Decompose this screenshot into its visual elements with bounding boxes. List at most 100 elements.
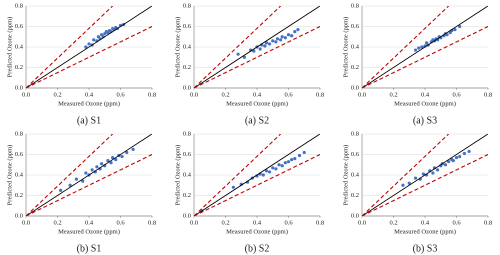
point	[68, 183, 72, 187]
point	[274, 167, 278, 171]
y-axis-title: Predicted Ozone (ppm)	[6, 145, 13, 206]
x-tick-label: 0.6	[452, 219, 461, 226]
point	[297, 153, 302, 158]
panel: 0.0 0.2 0.4 0.6 0.8 0.0 0.2 0.4 0.6 0.8 Measured O…	[342, 2, 492, 126]
point	[242, 55, 246, 59]
y-tick-label: 0.2	[351, 64, 359, 71]
point	[286, 160, 291, 164]
point	[462, 151, 466, 156]
reference-line	[362, 154, 488, 216]
y-tick-label: 0.4	[351, 171, 360, 178]
x-tick-label: 0.4	[253, 91, 262, 98]
point	[120, 154, 124, 159]
y-axis-title: Predicted Ozone (ppm)	[342, 145, 349, 206]
reference-line	[362, 134, 450, 216]
y-tick-label: 0.2	[183, 64, 191, 71]
point	[268, 170, 272, 174]
y-tick-label: 0.6	[351, 151, 360, 158]
x-tick-label: 0.6	[116, 91, 125, 98]
y-tick-label: 0.8	[15, 130, 23, 137]
y-tick-label: 0.8	[351, 2, 359, 9]
reference-line	[194, 154, 320, 216]
point	[436, 168, 440, 172]
panel: 0.0 0.2 0.4 0.6 0.8 0.0 0.2 0.4 0.6 0.8 Measured O…	[6, 130, 156, 254]
point	[431, 171, 435, 175]
x-tick-label: 0.0	[358, 219, 366, 226]
y-tick-label: 0.6	[15, 23, 24, 30]
x-tick-label: 0.2	[389, 219, 397, 226]
y-tick-label: 0.6	[351, 23, 360, 30]
point	[401, 183, 405, 187]
reference-line	[26, 6, 114, 88]
x-tick-label: 0.2	[53, 91, 61, 98]
point	[231, 185, 235, 189]
x-tick-label: 0.4	[85, 219, 94, 226]
x-tick-label: 0.2	[389, 91, 397, 98]
point	[111, 155, 115, 160]
y-tick-label: 0.4	[15, 171, 24, 178]
y-tick-label: 0.4	[183, 171, 192, 178]
point	[280, 35, 284, 39]
reference-line	[194, 26, 320, 88]
y-tick-label: 0.0	[183, 212, 191, 219]
point	[420, 45, 424, 49]
x-axis-title: Measured Ozone (ppm)	[394, 228, 456, 235]
caption: (b) S2	[245, 243, 270, 254]
point	[413, 176, 418, 180]
y-tick-label: 0.6	[15, 151, 24, 158]
x-tick-label: 0.0	[190, 91, 198, 98]
y-axis-title: Predicted Ozone (ppm)	[174, 145, 181, 206]
caption: (a) S3	[413, 115, 437, 126]
x-tick-label: 0.0	[22, 219, 30, 226]
reference-line	[194, 134, 282, 216]
panel: 0.0 0.2 0.4 0.6 0.8 0.0 0.2 0.4 0.6 0.8 Measured O…	[342, 130, 492, 254]
reference-line	[194, 6, 320, 88]
y-tick-label: 0.8	[351, 130, 359, 137]
point	[87, 42, 91, 46]
y-tick-label: 0.2	[183, 192, 191, 199]
point	[283, 36, 287, 40]
y-tick-label: 0.0	[351, 212, 359, 219]
x-axis-title: Measured Ozone (ppm)	[394, 100, 456, 107]
x-tick-label: 0.0	[190, 219, 198, 226]
reference-line	[26, 26, 152, 88]
point	[95, 165, 99, 169]
x-tick-label: 0.8	[484, 91, 492, 98]
reference-line	[26, 6, 152, 88]
point	[296, 27, 300, 32]
x-axis-title: Measured Ozone (ppm)	[58, 228, 120, 235]
point	[286, 33, 291, 37]
point	[290, 34, 294, 38]
x-tick-label: 0.6	[452, 91, 461, 98]
point	[264, 41, 269, 45]
caption: (b) S1	[77, 243, 102, 254]
point	[283, 161, 287, 165]
point	[445, 33, 449, 37]
x-tick-label: 0.0	[22, 91, 30, 98]
x-tick-label: 0.8	[148, 91, 156, 98]
point	[84, 45, 88, 49]
point	[454, 155, 459, 160]
point	[236, 52, 240, 56]
reference-line	[26, 154, 152, 216]
point	[467, 149, 471, 154]
x-axis-title: Measured Ozone (ppm)	[58, 100, 120, 107]
y-tick-label: 0.2	[15, 192, 23, 199]
y-axis-title: Predicted Ozone (ppm)	[6, 17, 13, 78]
point	[109, 161, 113, 165]
x-tick-label: 0.6	[284, 91, 293, 98]
x-tick-label: 0.8	[148, 219, 156, 226]
panel: 0.0 0.2 0.4 0.6 0.8 0.0 0.2 0.4 0.6 0.8 Measured O…	[174, 2, 324, 126]
point	[277, 163, 281, 167]
y-tick-label: 0.8	[15, 2, 23, 9]
point	[279, 38, 283, 42]
y-tick-label: 0.4	[351, 43, 360, 50]
point	[293, 157, 297, 161]
point	[100, 162, 104, 166]
reference-line	[194, 6, 282, 88]
point	[258, 47, 262, 51]
point	[290, 158, 294, 162]
caption: (a) S1	[77, 115, 101, 126]
